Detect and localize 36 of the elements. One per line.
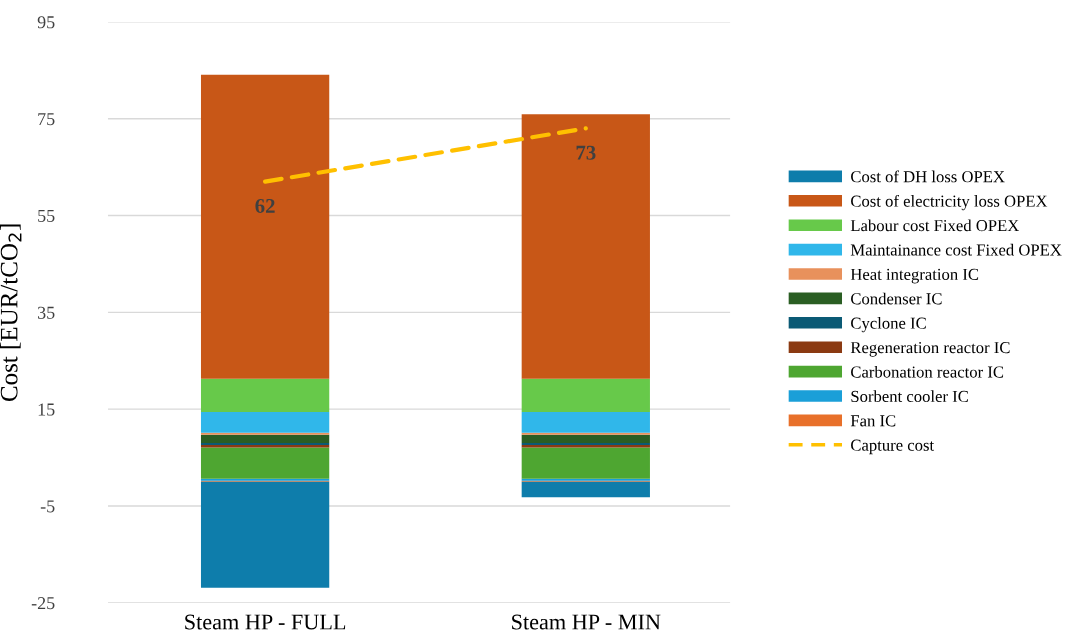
legend-label: Labour cost Fixed OPEX <box>850 219 1019 232</box>
bar <box>521 378 650 413</box>
y-tick-label: 35 <box>38 306 55 319</box>
legend-label: Cost of electricity loss OPEX <box>851 194 1048 211</box>
legend-label: Heat integration IC <box>850 268 979 284</box>
bar <box>521 412 650 433</box>
bar <box>200 481 330 588</box>
legend-label: Carbonation reactor IC <box>851 365 1004 378</box>
legend-label: Capture cost <box>851 439 935 455</box>
legend-label: Maintainance cost Fixed OPEX <box>850 243 1062 256</box>
bar <box>200 378 330 413</box>
legend-label: Regeneration reactor IC <box>850 342 1010 357</box>
bar <box>200 434 330 444</box>
bar <box>521 434 650 444</box>
legend-label: Condenser IC <box>851 292 942 305</box>
data-label: 73 <box>576 145 596 160</box>
y-axis-title: Cost [EUR/tCO$_{2}$] <box>0 224 22 402</box>
y-tick-label: 15 <box>38 403 55 416</box>
legend-label: Fan IC <box>850 415 896 427</box>
data-label: 62 <box>255 198 275 213</box>
x-tick-label: Steam HP - MIN <box>512 614 661 630</box>
bar <box>200 447 330 479</box>
y-tick-label: -25 <box>31 597 55 610</box>
bar <box>521 114 650 379</box>
bar <box>200 74 330 379</box>
y-tick-label: -5 <box>40 500 55 513</box>
legend-label: Cyclone IC <box>851 317 926 333</box>
y-tick-label: 75 <box>38 113 55 126</box>
bar <box>521 447 650 479</box>
legend-label: Sorbent cooler IC <box>851 390 968 403</box>
bar <box>200 412 330 433</box>
x-tick-label: Steam HP - FULL <box>185 614 346 630</box>
legend-label: Cost of DH loss OPEX <box>851 170 1005 183</box>
y-tick-label: 95 <box>37 16 55 29</box>
bar <box>521 481 650 498</box>
y-tick-label: 55 <box>38 209 55 222</box>
